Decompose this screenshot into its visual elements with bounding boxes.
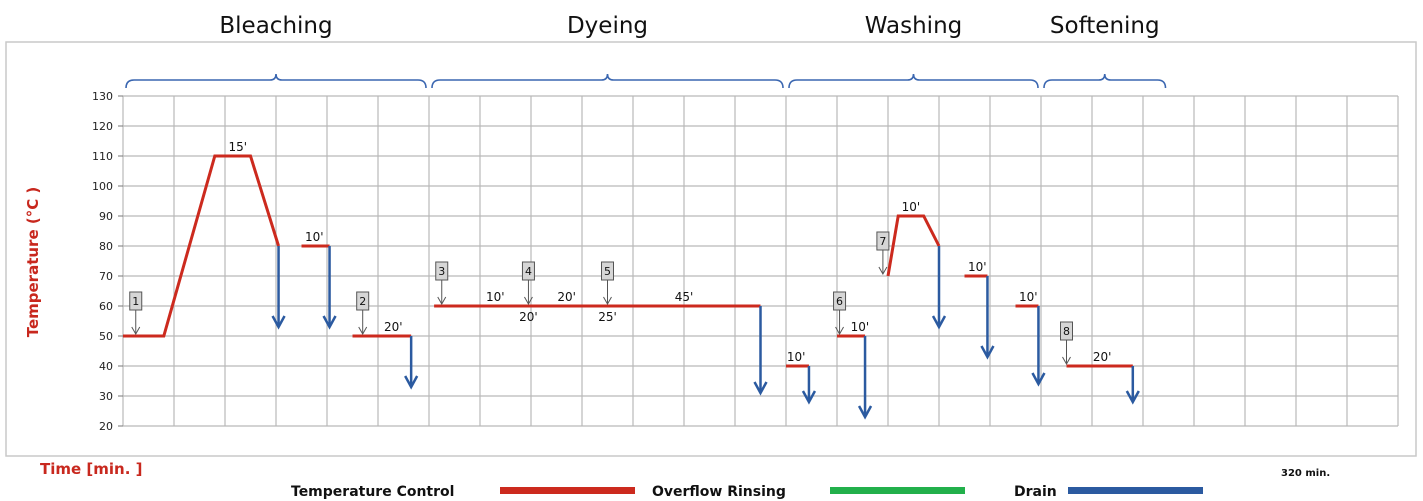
step-number: 2 [359, 295, 366, 308]
y-tick-label: 100 [92, 180, 113, 193]
duration-label: 10' [787, 350, 806, 364]
duration-labels: 15' 10' 20' 10' 20' 20' 25' 45' 10' 10' 10' 10' 10' 2… [228, 140, 1111, 364]
legend-label: Temperature Control [291, 484, 454, 500]
drain-arrow-icon [322, 315, 337, 330]
y-tick-label: 130 [92, 90, 113, 103]
duration-label: 10' [968, 260, 987, 274]
drain-series [271, 246, 1140, 420]
y-tick-label: 50 [99, 330, 113, 343]
x-axis-label: Time [min. ] [40, 460, 142, 478]
duration-label: 10' [902, 200, 921, 214]
step-markers: 1 2 3 4 5 6 7 8 [129, 231, 1073, 366]
duration-label: 20' [384, 320, 403, 334]
step-marker: 3 [435, 261, 449, 306]
stage-label: Dyeing [567, 13, 648, 39]
duration-label: 45' [675, 290, 694, 304]
duration-label: 20' [519, 310, 538, 324]
duration-label: 20' [557, 290, 576, 304]
drain-arrow-icon [1031, 372, 1046, 387]
drain-arrow-icon [1125, 390, 1140, 405]
duration-label: 15' [228, 140, 247, 154]
stage-bracket [125, 73, 427, 89]
drain-arrow-icon [801, 390, 817, 405]
legend-label: Overflow Rinsing [652, 484, 786, 500]
step-arrow-icon [131, 326, 141, 336]
y-tick-labels: 20 30 40 50 60 70 80 90 100 110 120 130 [92, 90, 123, 433]
stage-bracket [431, 73, 784, 89]
legend: Temperature Control Overflow Rinsing Drain [291, 484, 1203, 500]
y-tick-label: 40 [99, 360, 113, 373]
step-arrow-icon [524, 296, 533, 306]
y-tick-label: 80 [99, 240, 113, 253]
step-number: 4 [525, 265, 532, 278]
duration-label: 10' [851, 320, 870, 334]
legend-swatch [500, 487, 635, 494]
temperature-segment [886, 214, 941, 277]
stage-label: Washing [865, 13, 963, 39]
step-number: 7 [879, 235, 886, 248]
stage-brackets [125, 73, 1167, 89]
step-number: 8 [1063, 325, 1070, 338]
step-marker: 5 [601, 261, 614, 306]
stage-labels: Bleaching Dyeing Washing Softening [219, 13, 1159, 39]
y-tick-label: 30 [99, 390, 113, 403]
step-number: 1 [132, 295, 139, 308]
y-axis-label: Temperature (°C ) [24, 187, 42, 338]
step-marker: 6 [833, 291, 847, 336]
duration-label: 20' [1093, 350, 1112, 364]
step-arrow-icon [437, 296, 447, 306]
step-marker: 4 [521, 261, 535, 306]
duration-label: 10' [1019, 290, 1038, 304]
y-tick-label: 70 [99, 270, 113, 283]
step-number: 6 [836, 295, 843, 308]
duration-label: 10' [486, 290, 505, 304]
drain-arrow-icon [404, 375, 419, 390]
legend-label: Drain [1014, 484, 1057, 500]
drain-arrow-icon [857, 405, 873, 420]
drain-arrow-icon [271, 315, 286, 330]
stage-bracket [1043, 73, 1167, 89]
stage-label: Bleaching [219, 13, 332, 39]
step-marker: 1 [129, 291, 143, 336]
step-arrow-icon [1062, 356, 1071, 366]
temperature-segment [123, 154, 280, 338]
drain-arrow-icon [931, 315, 947, 330]
temperature-series [123, 154, 1133, 368]
duration-label: 10' [305, 230, 324, 244]
y-tick-label: 120 [92, 120, 113, 133]
end-time-label: 320 min. [1281, 468, 1330, 479]
stage-bracket [788, 73, 1039, 89]
legend-swatch [830, 487, 965, 494]
legend-swatch [1068, 487, 1203, 494]
y-tick-label: 60 [99, 300, 113, 313]
step-marker: 2 [356, 291, 370, 336]
y-tick-label: 110 [92, 150, 113, 163]
step-arrow-icon [603, 296, 612, 306]
step-number: 3 [438, 265, 445, 278]
step-marker: 8 [1060, 321, 1073, 366]
drain-arrow-icon [980, 345, 995, 360]
step-arrow-icon [358, 326, 368, 336]
step-arrow-icon [835, 326, 844, 336]
y-tick-label: 90 [99, 210, 113, 223]
step-marker: 7 [876, 231, 890, 276]
duration-label: 25' [598, 310, 617, 324]
y-tick-label: 20 [99, 420, 113, 433]
step-arrow-icon [878, 266, 888, 276]
stage-label: Softening [1050, 13, 1160, 39]
chart-frame [5, 41, 1417, 457]
step-number: 5 [604, 265, 611, 278]
drain-arrow-icon [753, 381, 768, 396]
